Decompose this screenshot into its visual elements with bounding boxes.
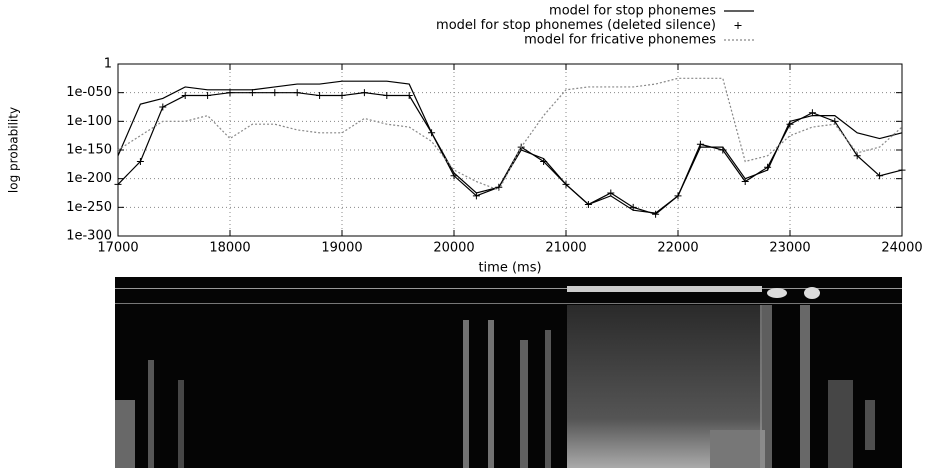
x-tick-label: 19000 (321, 241, 362, 256)
point-marker (271, 89, 279, 97)
point-marker (159, 103, 167, 111)
legend-label: model for stop phonemes (549, 4, 716, 19)
point-marker (226, 89, 234, 97)
x-tick-label: 20000 (433, 241, 474, 256)
point-marker (584, 200, 592, 208)
y-tick-label: 1 (104, 57, 112, 72)
series-line (117, 92, 903, 215)
point-marker (316, 92, 324, 100)
point-marker (450, 172, 458, 180)
y-axis-label: log probability (7, 107, 21, 193)
y-tick-label: 1e-050 (66, 85, 112, 100)
point-marker (652, 210, 660, 218)
point-marker (540, 157, 548, 165)
point-marker (876, 172, 884, 180)
point-marker (808, 109, 816, 117)
x-tick-label: 22000 (657, 241, 698, 256)
point-marker (338, 92, 346, 100)
point-marker (674, 192, 682, 200)
y-tick-label: 1e-150 (66, 143, 112, 158)
point-marker (741, 178, 749, 186)
point-marker (428, 129, 436, 137)
point-marker (293, 89, 301, 97)
x-tick-label: 24000 (881, 241, 922, 256)
point-marker (786, 120, 794, 128)
y-tick-label: 1e-100 (66, 114, 112, 129)
x-tick-label: 23000 (769, 241, 810, 256)
y-tick-label: 1e-300 (66, 229, 112, 244)
point-marker (607, 189, 615, 197)
x-tick-label: 21000 (545, 241, 586, 256)
point-marker (562, 180, 570, 188)
point-marker (472, 192, 480, 200)
series-line (117, 77, 903, 191)
series-line (117, 80, 903, 214)
x-tick-label: 17000 (97, 241, 138, 256)
point-marker (248, 89, 256, 97)
point-marker (696, 140, 704, 148)
y-tick-label: 1e-200 (66, 171, 112, 186)
legend-label: model for fricative phonemes (524, 33, 716, 48)
point-marker (405, 92, 413, 100)
point-marker (629, 203, 637, 211)
point-marker (360, 89, 368, 97)
x-axis-label: time (ms) (478, 261, 541, 276)
point-marker (114, 180, 122, 188)
y-tick-label: 1e-250 (66, 200, 112, 215)
x-tick-label: 18000 (209, 241, 250, 256)
point-marker (898, 166, 906, 174)
spectrogram (115, 277, 902, 468)
point-marker (136, 157, 144, 165)
point-marker (181, 92, 189, 100)
legend-marker (734, 22, 742, 29)
point-marker (204, 92, 212, 100)
legend-label: model for stop phonemes (deleted silence… (436, 18, 716, 33)
point-marker (764, 163, 772, 171)
point-marker (383, 92, 391, 100)
point-marker (719, 146, 727, 154)
